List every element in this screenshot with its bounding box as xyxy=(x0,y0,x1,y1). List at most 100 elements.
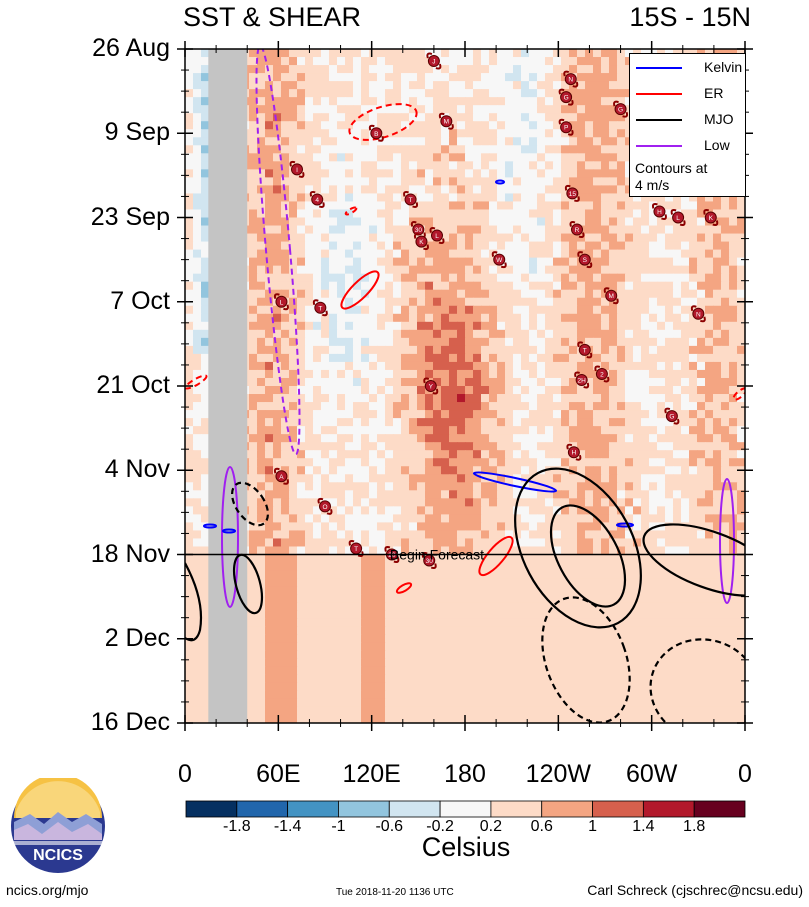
heatmap-cell xyxy=(289,113,298,122)
heatmap-cell xyxy=(505,353,514,363)
heatmap-cell xyxy=(521,265,530,275)
heatmap-cell xyxy=(185,426,194,435)
heatmap-cell xyxy=(425,129,434,138)
heatmap-cell xyxy=(641,546,650,556)
heatmap-cell xyxy=(369,209,378,219)
heatmap-cell xyxy=(185,81,194,90)
heatmap-cell xyxy=(529,490,538,499)
heatmap-cell xyxy=(193,337,202,347)
heatmap-cell xyxy=(617,289,626,299)
heatmap-cell xyxy=(633,265,642,275)
heatmap-cell xyxy=(417,209,426,219)
heatmap-cell xyxy=(257,410,266,419)
heatmap-cell xyxy=(281,257,290,267)
heatmap-cell xyxy=(585,137,594,146)
heatmap-cell xyxy=(441,482,450,491)
heatmap-cell xyxy=(705,361,714,371)
heatmap-cell xyxy=(249,546,258,556)
heatmap-cell xyxy=(249,618,258,628)
heatmap-cell xyxy=(609,578,618,588)
heatmap-cell xyxy=(321,265,330,275)
heatmap-cell xyxy=(705,514,714,523)
heatmap-cell xyxy=(649,410,658,419)
heatmap-cell xyxy=(505,297,514,307)
heatmap-cell xyxy=(489,233,498,243)
heatmap-cell xyxy=(689,273,698,283)
heatmap-cell xyxy=(465,49,474,58)
heatmap-cell xyxy=(489,89,498,98)
heatmap-cell xyxy=(545,273,554,283)
heatmap-cell xyxy=(609,161,618,170)
heatmap-cell xyxy=(481,345,490,355)
heatmap-cell xyxy=(329,329,338,339)
heatmap-cell xyxy=(393,546,402,556)
heatmap-cell xyxy=(489,466,498,475)
heatmap-cell xyxy=(497,506,506,515)
heatmap-cell xyxy=(657,281,666,291)
heatmap-cell xyxy=(385,402,394,411)
heatmap-cell xyxy=(425,522,434,532)
heatmap-cell xyxy=(449,113,458,122)
heatmap-cell xyxy=(385,249,394,259)
heatmap-cell xyxy=(417,169,426,178)
heatmap-cell xyxy=(433,81,442,90)
heatmap-cell xyxy=(505,394,514,403)
heatmap-cell xyxy=(345,586,354,596)
heatmap-cell xyxy=(649,498,658,507)
heatmap-cell xyxy=(337,257,346,267)
heatmap-cell xyxy=(449,466,458,475)
heatmap-cell xyxy=(193,329,202,339)
heatmap-cell xyxy=(721,241,730,251)
heatmap-cell xyxy=(353,618,362,628)
heatmap-cell xyxy=(617,458,626,467)
heatmap-cell xyxy=(569,137,578,146)
heatmap-cell xyxy=(393,538,402,548)
heatmap-cell xyxy=(497,394,506,403)
heatmap-cell xyxy=(601,249,610,259)
heatmap-cell xyxy=(457,65,466,74)
heatmap-cell xyxy=(521,201,530,211)
heatmap-cell xyxy=(489,57,498,66)
heatmap-cell xyxy=(409,329,418,339)
heatmap-cell xyxy=(321,201,330,211)
heatmap-cell xyxy=(585,386,594,395)
heatmap-cell xyxy=(673,257,682,267)
heatmap-cell xyxy=(465,97,474,106)
heatmap-cell xyxy=(521,225,530,235)
heatmap-cell xyxy=(289,129,298,138)
heatmap-cell xyxy=(681,498,690,507)
heatmap-cell xyxy=(689,410,698,419)
heatmap-cell xyxy=(329,506,338,515)
heatmap-cell xyxy=(497,402,506,411)
heatmap-cell xyxy=(249,466,258,475)
heatmap-cell xyxy=(361,257,370,267)
heatmap-cell xyxy=(569,474,578,483)
heatmap-cell xyxy=(665,418,674,427)
heatmap-cell xyxy=(297,337,306,347)
heatmap-cell xyxy=(649,329,658,339)
heatmap-cell xyxy=(497,466,506,475)
heatmap-cell xyxy=(185,249,194,259)
heatmap-cell xyxy=(705,394,714,403)
heatmap-cell xyxy=(737,450,745,459)
heatmap-cell xyxy=(649,442,658,451)
heatmap-cell xyxy=(353,129,362,138)
heatmap-cell xyxy=(697,586,706,596)
heatmap-cell xyxy=(721,201,730,211)
heatmap-cell xyxy=(641,418,650,427)
heatmap-cell xyxy=(265,201,274,211)
heatmap-cell xyxy=(617,514,626,523)
heatmap-cell xyxy=(425,345,434,355)
heatmap-cell xyxy=(297,329,306,339)
heatmap-cell xyxy=(409,361,418,371)
heatmap-cell xyxy=(433,281,442,291)
heatmap-cell xyxy=(193,233,202,243)
heatmap-cell xyxy=(529,578,538,588)
heatmap-cell xyxy=(401,185,410,195)
heatmap-cell xyxy=(265,193,274,203)
heatmap-cell xyxy=(609,402,618,411)
heatmap-cell xyxy=(545,562,554,572)
heatmap-cell xyxy=(481,249,490,259)
heatmap-cell xyxy=(481,554,490,564)
heatmap-cell xyxy=(553,161,562,170)
